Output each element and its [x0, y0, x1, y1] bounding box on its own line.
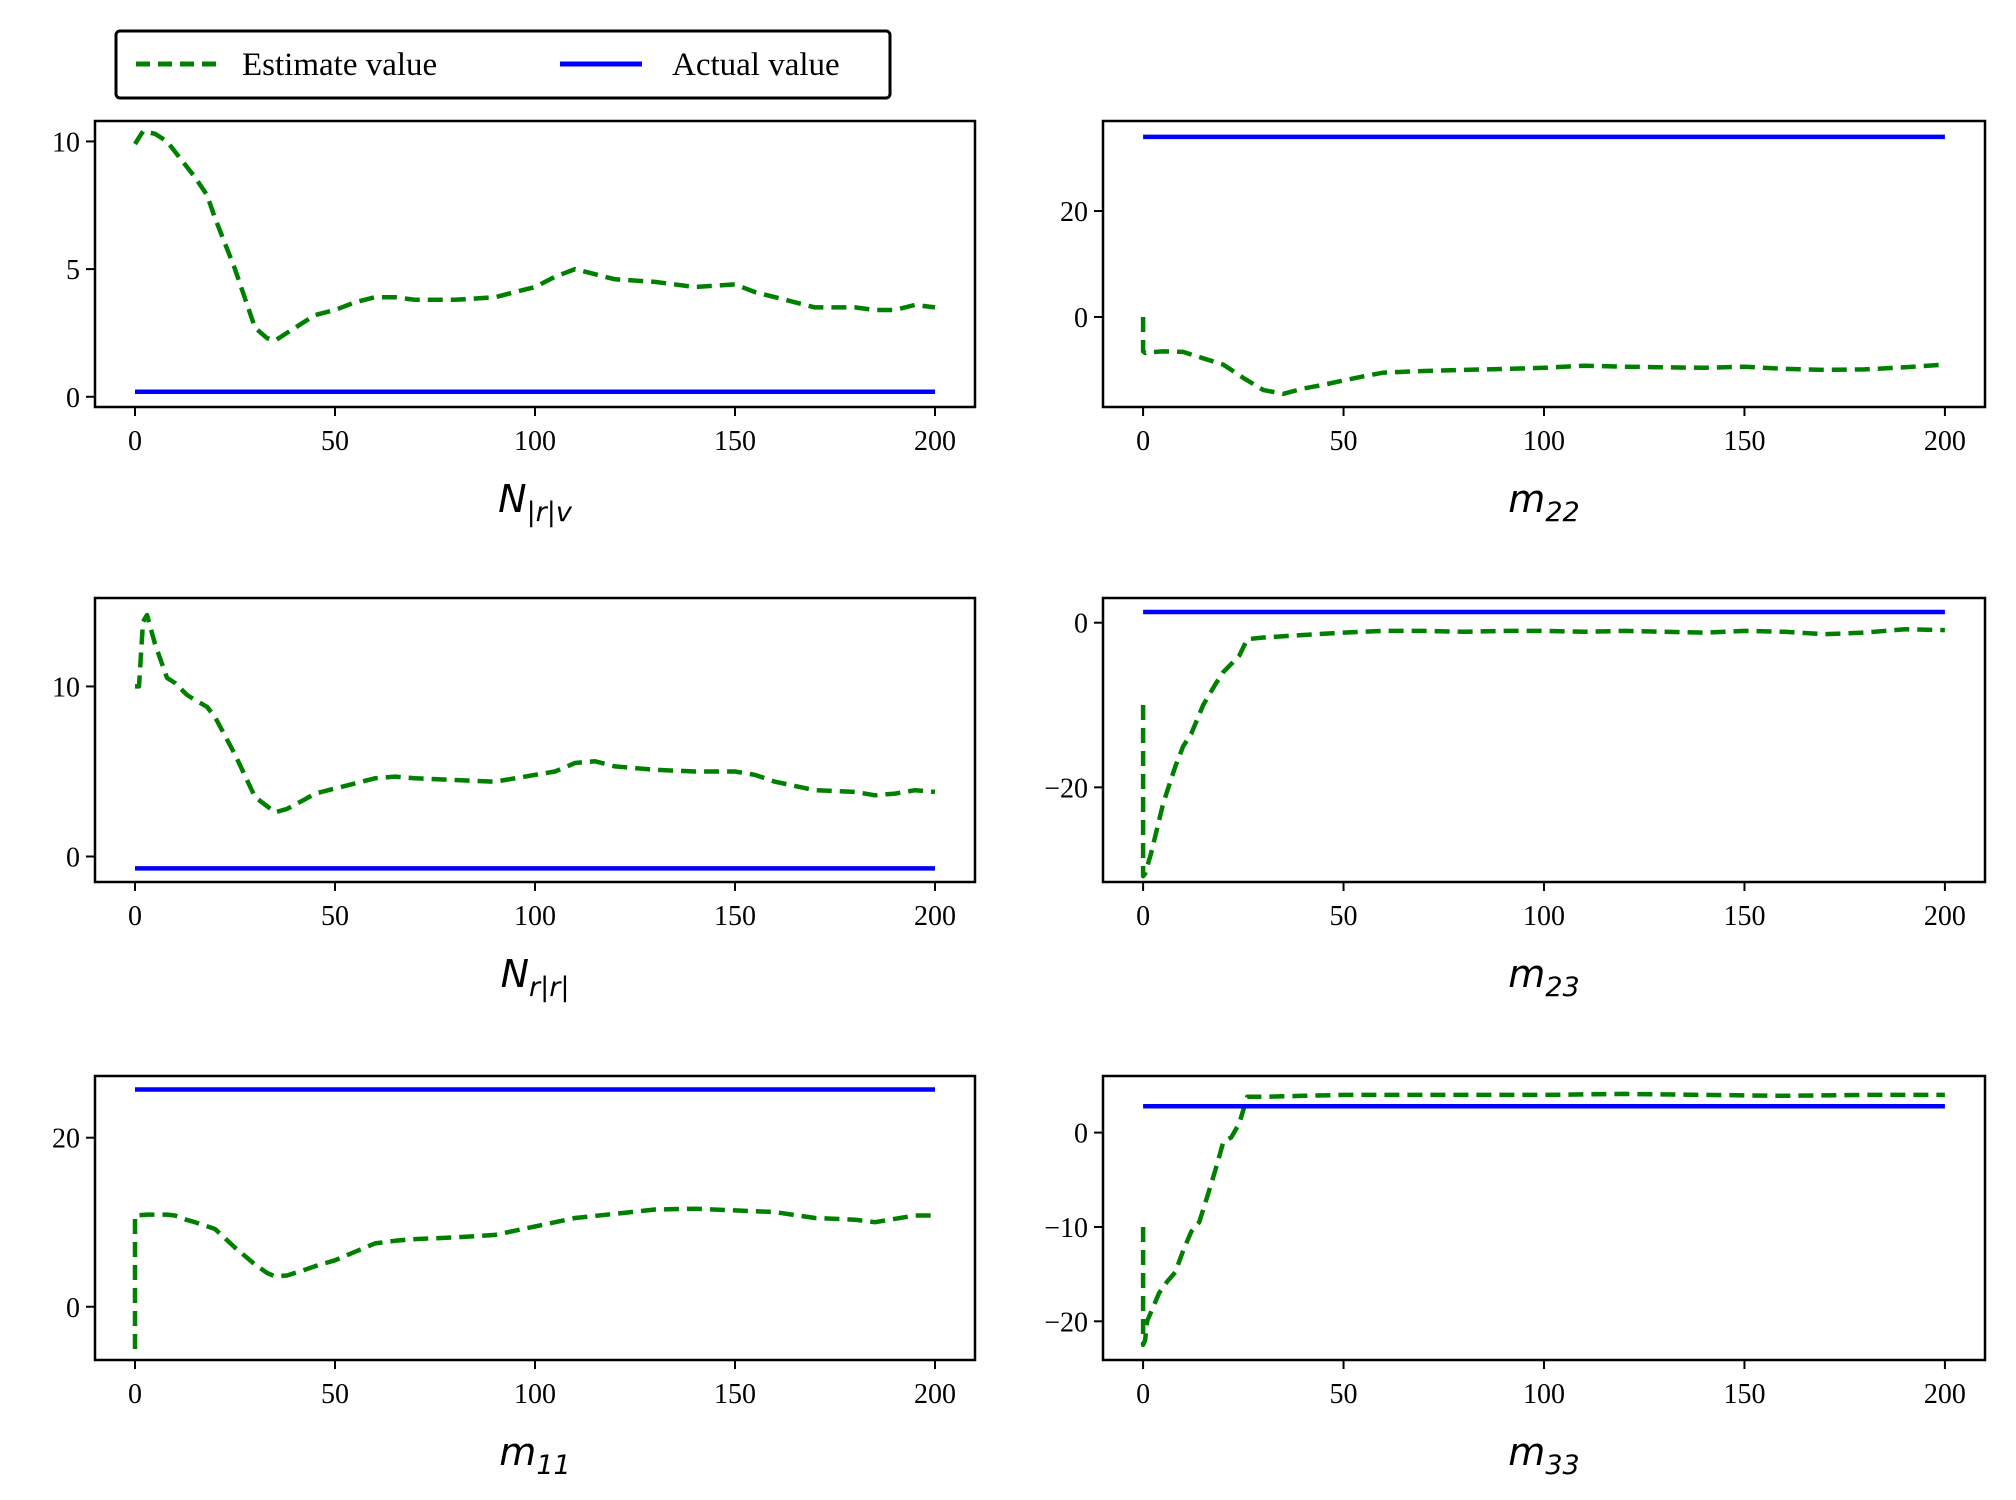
- legend-actual-label: Actual value: [672, 47, 840, 83]
- x-tick-label: 100: [1523, 1379, 1565, 1410]
- x-axis-label: N|r|v: [498, 477, 573, 528]
- x-tick-label: 0: [128, 426, 142, 457]
- x-axis-label-subscript: 11: [536, 1450, 570, 1481]
- x-tick-label: 0: [1136, 426, 1150, 457]
- x-tick-label: 150: [714, 426, 756, 457]
- x-tick-label: 0: [128, 1379, 142, 1410]
- x-tick-label: 200: [1924, 1379, 1966, 1410]
- x-axis-label-main: N: [501, 952, 529, 996]
- axes-frame: [93, 1074, 977, 1362]
- axes-frame: [1101, 1074, 1987, 1362]
- subplot-2: 0 50 100 150 200 0 20 m22: [1060, 119, 1987, 528]
- x-tick-label: 100: [1523, 426, 1565, 457]
- y-tick-label: 5: [66, 255, 80, 286]
- x-axis-label-main: m: [1508, 477, 1545, 521]
- x-axis-label-subscript: |r|v: [527, 497, 573, 528]
- x-tick-label: 0: [1136, 1379, 1150, 1410]
- x-axis-label: m23: [1508, 952, 1579, 1003]
- y-tick-label: 20: [52, 1124, 80, 1155]
- y-tick-label: 10: [52, 127, 80, 158]
- x-axis-label-subscript: r|r|: [529, 972, 569, 1003]
- x-axis-label-main: N: [498, 477, 526, 521]
- x-tick-label: 50: [321, 901, 349, 932]
- x-tick-label: 200: [914, 1379, 956, 1410]
- subplot-5: 0 50 100 150 200 0 20 m11: [52, 1074, 977, 1481]
- x-tick-label: 100: [514, 426, 556, 457]
- y-tick-label: −20: [1044, 773, 1088, 804]
- x-axis-label-main: m: [1508, 952, 1545, 996]
- x-tick-label: 0: [128, 901, 142, 932]
- estimate-line: [1140, 317, 1946, 397]
- x-tick-label: 200: [914, 901, 956, 932]
- x-tick-label: 0: [1136, 901, 1150, 932]
- estimate-line: [133, 128, 936, 343]
- subplot-6: 0 50 100 150 200 −20 −10 0 m33: [1044, 1074, 1987, 1481]
- x-tick-label: 50: [321, 1379, 349, 1410]
- x-tick-label: 150: [1723, 1379, 1765, 1410]
- x-tick-label: 150: [1723, 901, 1765, 932]
- subplot-1: 0 50 100 150 200 0 5 10 N|r|v: [52, 119, 977, 528]
- x-tick-label: 100: [514, 1379, 556, 1410]
- y-tick-label: 0: [1074, 303, 1088, 334]
- x-axis-label-subscript: 23: [1545, 972, 1579, 1003]
- x-tick-label: 200: [1924, 426, 1966, 457]
- x-axis-label-subscript: 22: [1545, 497, 1579, 528]
- x-tick-label: 150: [714, 1379, 756, 1410]
- legend-frame: [114, 29, 892, 100]
- axes-frame: [1101, 596, 1987, 884]
- estimate-line: [1140, 627, 1945, 879]
- x-axis-label: m22: [1508, 477, 1579, 528]
- x-axis-label-main: m: [1508, 1430, 1545, 1474]
- legend-estimate-label: Estimate value: [242, 47, 437, 83]
- x-tick-label: 50: [1330, 901, 1358, 932]
- subplot-3: 0 50 100 150 200 0 10 Nr|r|: [52, 596, 977, 1003]
- legend: Estimate value Actual value: [114, 29, 892, 100]
- x-tick-label: 50: [1330, 426, 1358, 457]
- x-tick-label: 50: [1330, 1379, 1358, 1410]
- y-tick-label: 0: [66, 1293, 80, 1324]
- y-tick-label: −20: [1044, 1307, 1088, 1338]
- y-tick-label: 0: [66, 383, 80, 414]
- estimate-line: [132, 1206, 935, 1349]
- y-tick-label: 10: [52, 672, 80, 703]
- x-tick-label: 150: [714, 901, 756, 932]
- x-tick-label: 200: [914, 426, 956, 457]
- y-tick-label: 0: [1074, 609, 1088, 640]
- axes-frame: [93, 119, 977, 409]
- x-tick-label: 100: [1523, 901, 1565, 932]
- axes-frame: [1101, 119, 1987, 409]
- x-axis-label-subscript: 33: [1545, 1450, 1579, 1481]
- y-tick-label: −10: [1044, 1213, 1088, 1244]
- x-tick-label: 200: [1924, 901, 1966, 932]
- x-tick-label: 150: [1723, 426, 1765, 457]
- estimate-line: [1140, 1091, 1945, 1348]
- x-tick-label: 100: [514, 901, 556, 932]
- x-axis-label: m11: [499, 1430, 570, 1481]
- x-axis-label-main: m: [499, 1430, 536, 1474]
- subplot-4: 0 50 100 150 200 −20 0 m23: [1044, 596, 1987, 1003]
- x-axis-label: Nr|r|: [501, 952, 570, 1003]
- y-tick-label: 20: [1060, 197, 1088, 228]
- y-tick-label: 0: [1074, 1119, 1088, 1150]
- x-axis-label: m33: [1508, 1430, 1579, 1481]
- y-tick-label: 0: [66, 842, 80, 873]
- x-tick-label: 50: [321, 426, 349, 457]
- estimate-line: [135, 612, 936, 815]
